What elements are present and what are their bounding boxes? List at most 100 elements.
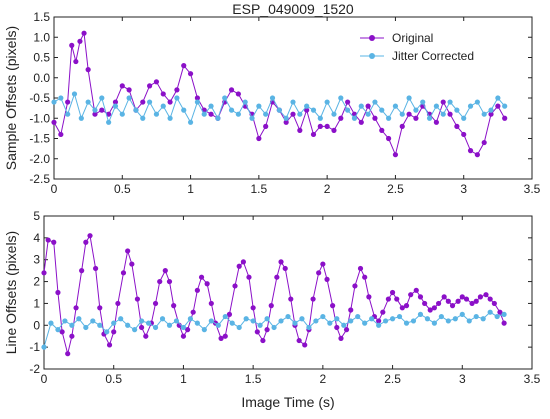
- data-point: [173, 318, 180, 324]
- data-point: [357, 265, 364, 272]
- data-point: [106, 111, 112, 117]
- data-point: [283, 119, 289, 125]
- y-tick-label: 3: [33, 253, 40, 267]
- data-point: [310, 131, 317, 138]
- data-point: [317, 115, 323, 121]
- data-point: [276, 107, 282, 113]
- data-point: [119, 111, 125, 117]
- top-chart: 0 0.5 1 1.5 2 2.5 3 3.5 -2.5 -2.0 -1.5 -1.0 -0.5 0.0 0…: [3, 1, 541, 196]
- data-point: [58, 131, 64, 138]
- data-point: [204, 281, 210, 287]
- data-point: [413, 107, 419, 113]
- x-tick-label: 2: [320, 372, 327, 386]
- data-point: [129, 261, 135, 267]
- data-point: [310, 296, 316, 302]
- data-point: [413, 115, 419, 121]
- data-point: [143, 333, 149, 339]
- data-point: [111, 320, 117, 326]
- data-point: [215, 115, 221, 121]
- x-tick-label: 2: [324, 182, 331, 196]
- data-point: [140, 115, 146, 121]
- data-point: [92, 111, 98, 117]
- data-point: [41, 270, 47, 276]
- data-point: [362, 274, 368, 280]
- y-tick-label: 0.5: [33, 51, 50, 65]
- data-point: [208, 300, 214, 307]
- data-point: [240, 259, 246, 265]
- y-tick-label: -1: [29, 340, 40, 354]
- data-point: [104, 329, 110, 335]
- y-tick-label: -2.5: [29, 172, 50, 186]
- data-point: [431, 305, 437, 311]
- data-point: [45, 237, 51, 243]
- data-point: [438, 313, 444, 320]
- data-point: [228, 87, 235, 93]
- data-point: [288, 296, 294, 302]
- y-tick-label: 1: [33, 296, 40, 310]
- data-point: [345, 99, 351, 105]
- data-point: [406, 95, 412, 101]
- data-point: [41, 344, 47, 350]
- data-point: [194, 99, 200, 105]
- data-point: [399, 123, 405, 129]
- data-point: [153, 111, 160, 117]
- legend-label: Original: [392, 31, 433, 45]
- data-point: [366, 294, 372, 300]
- data-point: [376, 322, 382, 328]
- data-point: [433, 103, 439, 109]
- data-point: [140, 99, 146, 105]
- data-point: [48, 320, 54, 326]
- data-point: [495, 95, 501, 101]
- data-point: [463, 296, 470, 302]
- data-point: [65, 99, 71, 105]
- data-point: [454, 123, 460, 129]
- data-point: [187, 316, 193, 322]
- data-point: [467, 103, 474, 109]
- legend-label: Jitter Corrected: [392, 49, 474, 63]
- data-point: [431, 320, 437, 326]
- y-tick-label: -1.5: [29, 132, 50, 146]
- data-point: [372, 99, 378, 105]
- data-point: [229, 320, 235, 326]
- data-point: [501, 311, 507, 317]
- data-point: [369, 316, 375, 322]
- y-axis-label: Sample Offsets (pixels): [3, 26, 19, 170]
- x-tick-label: 0.5: [105, 372, 122, 386]
- data-point: [389, 289, 396, 296]
- data-point: [147, 99, 153, 105]
- data-point: [399, 111, 405, 117]
- data-point: [469, 300, 475, 307]
- data-point: [440, 99, 446, 105]
- data-point: [376, 318, 382, 324]
- data-point: [208, 318, 214, 324]
- data-point: [445, 298, 451, 304]
- data-point: [198, 274, 205, 280]
- data-point: [92, 107, 98, 113]
- data-point: [257, 322, 263, 328]
- data-point: [201, 111, 207, 117]
- data-point: [290, 99, 296, 105]
- data-point: [292, 320, 298, 326]
- data-point: [139, 324, 145, 331]
- data-point: [166, 322, 173, 328]
- data-point: [218, 335, 224, 341]
- data-point: [278, 259, 284, 265]
- y-tick-label: 5: [33, 209, 40, 223]
- data-point: [358, 119, 364, 125]
- data-point: [120, 270, 127, 276]
- data-point: [454, 107, 460, 113]
- data-point: [250, 305, 256, 311]
- data-point: [422, 300, 428, 307]
- data-point: [420, 99, 426, 105]
- data-point: [459, 294, 465, 300]
- data-point: [383, 318, 389, 324]
- data-point: [417, 294, 424, 300]
- x-tick-label: 3: [459, 372, 466, 386]
- series-line-0: [43, 234, 505, 354]
- data-point: [502, 115, 508, 121]
- data-point: [331, 127, 337, 133]
- data-point: [134, 296, 141, 302]
- data-point: [119, 83, 125, 89]
- data-point: [461, 131, 467, 138]
